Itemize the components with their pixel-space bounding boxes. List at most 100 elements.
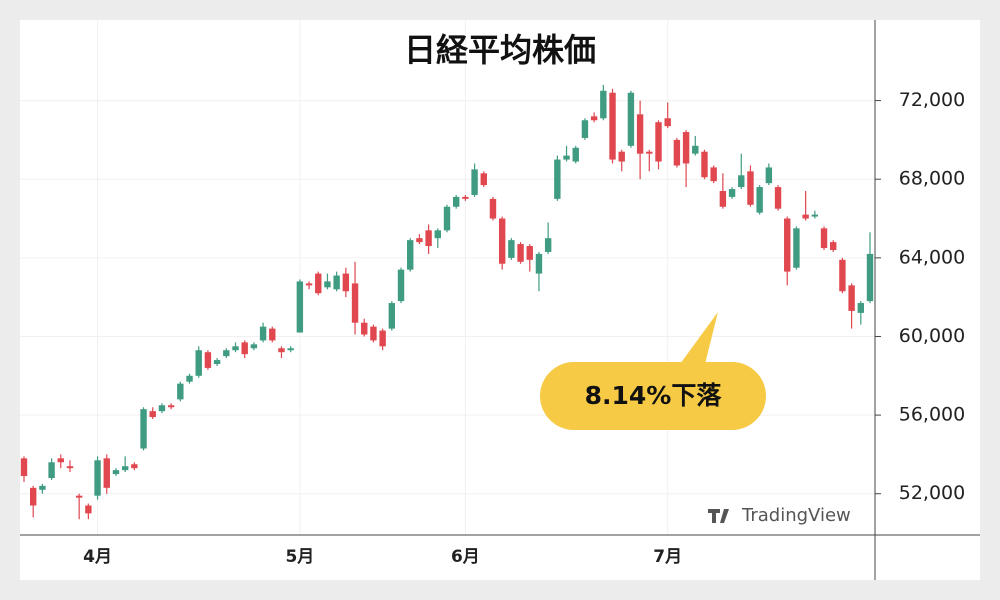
candle-body [48, 462, 55, 478]
candle-body [186, 375, 193, 382]
candle-body [489, 198, 497, 219]
candle-body [655, 122, 662, 162]
candle-body [701, 151, 708, 178]
candle-body [480, 173, 487, 186]
callout: 8.14%下落 [540, 312, 766, 430]
candle-body [784, 218, 791, 272]
candle-body [820, 228, 828, 249]
candle-body [20, 458, 28, 477]
candle-body [324, 281, 331, 288]
candle-body [131, 464, 138, 469]
candle-body [103, 458, 110, 488]
candle-body [370, 326, 377, 341]
x-tick-label: 4月 [83, 547, 112, 567]
y-tick-label: 56,000 [899, 404, 965, 426]
candle-body [664, 118, 671, 127]
y-tick-label: 64,000 [899, 246, 965, 268]
candle-body [425, 230, 432, 247]
candle-body [857, 303, 865, 313]
candle-body [627, 92, 635, 146]
y-tick-label: 52,000 [899, 482, 965, 504]
candle-body [443, 206, 451, 231]
candle-body [452, 196, 460, 207]
candle-body [315, 273, 322, 294]
candle-body [305, 283, 313, 286]
candle-body [719, 191, 727, 207]
candle-body [85, 505, 92, 514]
candle-body [232, 346, 239, 351]
candle-body [747, 171, 754, 205]
candle-body [848, 285, 855, 311]
candle-body [407, 240, 414, 270]
candle-body [811, 214, 819, 217]
candles [20, 84, 874, 520]
candle-body [636, 114, 644, 154]
candle-body [471, 169, 478, 195]
candle-body [241, 342, 248, 355]
candle-body [673, 139, 681, 166]
candle-body [112, 470, 120, 475]
y-tick-label: 68,000 [899, 168, 965, 190]
candle-body [250, 344, 258, 349]
candle-body [802, 214, 809, 219]
candle-body [710, 167, 717, 182]
candle-body [756, 187, 763, 213]
candle-body [416, 238, 423, 243]
candle-body [839, 259, 846, 292]
candle-body [600, 90, 607, 119]
candle-body [793, 228, 800, 268]
candle-body [774, 187, 782, 209]
candle-body [57, 458, 64, 463]
y-tick-label: 72,000 [899, 89, 965, 111]
candle-body [333, 275, 340, 290]
candle-body [121, 466, 129, 471]
candle-body [195, 350, 202, 376]
candle-body [866, 253, 874, 302]
candle-body [572, 147, 579, 162]
candle-body [682, 132, 690, 164]
candle-body [149, 411, 156, 418]
candle-body [177, 383, 184, 400]
watermark-logo [708, 509, 729, 523]
y-tick-label: 60,000 [899, 325, 965, 347]
callout-pointer [680, 312, 718, 364]
watermark: TradingView [708, 505, 851, 526]
candle-body [581, 120, 589, 138]
candle-body [223, 350, 230, 357]
candle-body [738, 175, 745, 188]
candle-body [462, 196, 469, 199]
candle-body [278, 348, 285, 353]
candle-body [66, 466, 74, 469]
candle-body [351, 283, 359, 323]
candle-body [213, 360, 221, 364]
candle-body [434, 230, 442, 239]
candle-body [535, 253, 543, 274]
x-tick-label: 5月 [285, 547, 314, 567]
candle-body [765, 167, 773, 184]
candle-body [554, 159, 561, 199]
candle-body [29, 487, 37, 506]
x-tick-label: 6月 [451, 547, 480, 567]
callout-box [540, 362, 766, 430]
candle-body [388, 303, 396, 329]
candle-body [397, 269, 405, 302]
candle-body [590, 116, 598, 121]
candle-body [379, 330, 386, 347]
candle-body [296, 281, 304, 333]
candle-body [563, 155, 570, 160]
candle-body [361, 322, 368, 335]
candle-body [498, 218, 506, 264]
candle-body [728, 189, 736, 197]
candle-body [517, 244, 524, 262]
candle-body [544, 238, 552, 252]
candle-body [269, 328, 276, 341]
candle-body [287, 348, 294, 351]
candle-body [526, 246, 533, 260]
candle-body [167, 405, 175, 408]
annotation: 8.14%下落 [585, 381, 723, 410]
candle-body [259, 326, 267, 341]
candle-body [609, 92, 616, 160]
candle-body [342, 273, 350, 292]
candle-body [646, 151, 653, 154]
candle-body [75, 495, 83, 498]
